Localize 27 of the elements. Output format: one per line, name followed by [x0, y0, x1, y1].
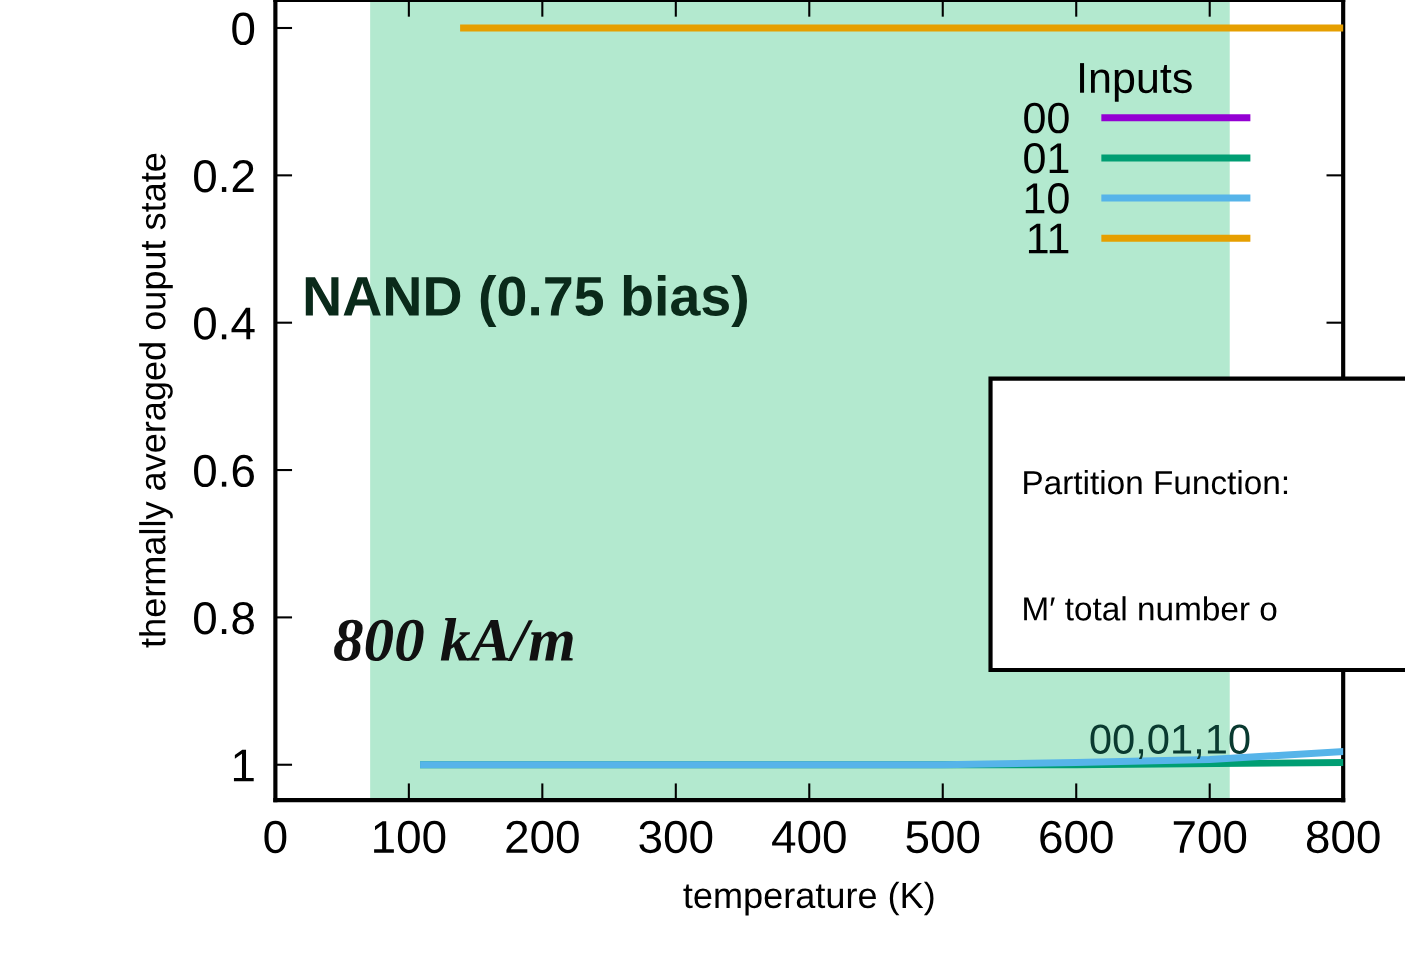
x-tick-label: 200	[506, 820, 579, 854]
legend-label: 10	[1025, 183, 1069, 214]
x-tick-label: 500	[906, 820, 980, 854]
x-tick-label: 700	[1173, 820, 1247, 854]
y-tick-label: 0.4	[194, 307, 255, 340]
y-tick-label: 0.8	[194, 601, 254, 635]
x-tick-label: 400	[772, 820, 846, 854]
x-tick-label: 100	[374, 820, 446, 854]
x-tick-label: 800	[1306, 820, 1380, 854]
legend-label: 11	[1028, 223, 1069, 254]
annotation: 800 kA/m	[334, 618, 573, 662]
x-tick-label: 600	[1040, 820, 1113, 854]
y-tick-label: 1	[233, 749, 254, 782]
annotation: M′ total number o	[1024, 596, 1277, 621]
annotation: NAND (0.75 bias)	[305, 275, 747, 327]
y-tick-label: 0.6	[194, 454, 254, 488]
annotation: Partition Function:	[1024, 469, 1288, 495]
annotation: 00,01,10	[1090, 724, 1250, 759]
y-tick-label: 0	[232, 12, 255, 46]
x-tick-label: 0	[264, 820, 287, 854]
legend-title: Inputs	[1080, 63, 1192, 102]
legend-label: 01	[1024, 142, 1069, 174]
legend-label: 00	[1024, 102, 1069, 134]
x-axis-title: temperature (K)	[683, 881, 934, 916]
y-axis-title: thermally averaged ouput state	[139, 153, 173, 648]
x-tick-label: 300	[639, 820, 713, 854]
y-tick-label: 0.2	[194, 159, 254, 193]
